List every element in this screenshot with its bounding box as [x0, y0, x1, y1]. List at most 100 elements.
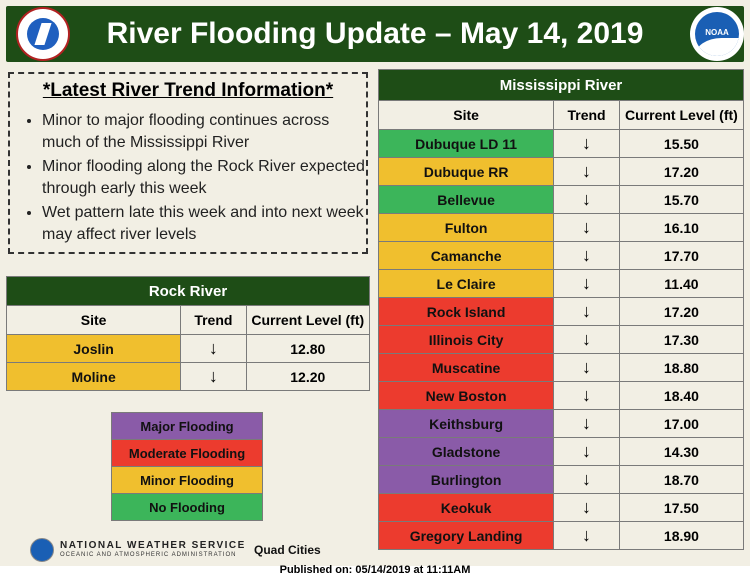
table-row: Keithsburg ↓ 17.00 — [377, 409, 745, 438]
site-name: New Boston — [377, 381, 555, 410]
current-level: 15.70 — [618, 185, 745, 214]
table-row: Moline ↓ 12.20 — [5, 362, 371, 391]
column-header-trend: Trend — [180, 305, 247, 335]
site-name: Keokuk — [377, 493, 555, 522]
mississippi-river-table: Mississippi River Site Trend Current Level … — [377, 69, 745, 550]
flood-legend: Major Flooding Moderate Flooding Minor Flo… — [111, 412, 263, 521]
trend-arrow-icon: ↓ — [553, 129, 620, 158]
table-header-row: Site Trend Current Level (ft) — [377, 100, 745, 130]
trend-arrow-icon: ↓ — [553, 493, 620, 522]
trend-bullet: Minor to major flooding continues across… — [42, 110, 366, 154]
table-row: Camanche ↓ 17.70 — [377, 241, 745, 270]
current-level: 17.70 — [618, 241, 745, 270]
current-level: 11.40 — [618, 269, 745, 298]
column-header-trend: Trend — [553, 100, 620, 130]
legend-item-none: No Flooding — [111, 493, 263, 521]
trend-info-box: *Latest River Trend Information* Minor t… — [8, 72, 368, 254]
current-level: 17.00 — [618, 409, 745, 438]
agency-name: NATIONAL WEATHER SERVICE — [60, 540, 246, 551]
trend-arrow-icon: ↓ — [553, 381, 620, 410]
current-level: 17.50 — [618, 493, 745, 522]
noaa-mini-logo-icon — [30, 538, 54, 562]
trend-arrow-icon: ↓ — [553, 465, 620, 494]
graphic-panel: River Flooding Update – May 14, 2019 NOA… — [0, 0, 750, 566]
site-name: Bellevue — [377, 185, 555, 214]
trend-arrow-icon: ↓ — [553, 269, 620, 298]
rock-river-table: Rock River Site Trend Current Level (ft) Jos… — [5, 276, 371, 391]
table-row: New Boston ↓ 18.40 — [377, 381, 745, 410]
table-row: Rock Island ↓ 17.20 — [377, 297, 745, 326]
legend-item-moderate: Moderate Flooding — [111, 439, 263, 467]
trend-arrow-icon: ↓ — [553, 297, 620, 326]
trend-arrow-icon: ↓ — [553, 409, 620, 438]
site-name: Rock Island — [377, 297, 555, 326]
trend-arrow-icon: ↓ — [553, 325, 620, 354]
current-level: 17.30 — [618, 325, 745, 354]
current-level: 16.10 — [618, 213, 745, 242]
table-header-row: Site Trend Current Level (ft) — [5, 305, 371, 335]
trend-arrow-icon: ↓ — [553, 521, 620, 550]
trend-bullet: Minor flooding along the Rock River expe… — [42, 156, 366, 200]
table-title: Mississippi River — [378, 69, 744, 101]
page-title: River Flooding Update – May 14, 2019 — [106, 17, 644, 50]
site-name: Fulton — [377, 213, 555, 242]
trend-arrow-icon: ↓ — [553, 437, 620, 466]
table-row: Dubuque LD 11 ↓ 15.50 — [377, 129, 745, 158]
trend-bullet: Wet pattern late this week and into next… — [42, 202, 366, 246]
table-row: Burlington ↓ 18.70 — [377, 465, 745, 494]
legend-item-minor: Minor Flooding — [111, 466, 263, 494]
table-row: Fulton ↓ 16.10 — [377, 213, 745, 242]
site-name: Gladstone — [377, 437, 555, 466]
site-name: Le Claire — [377, 269, 555, 298]
legend-row: Moderate Flooding — [111, 439, 263, 467]
column-header-site: Site — [377, 100, 555, 130]
site-name: Dubuque LD 11 — [377, 129, 555, 158]
site-name: Joslin — [5, 334, 182, 363]
site-name: Keithsburg — [377, 409, 555, 438]
agency-subtitle: OCEANIC AND ATMOSPHERIC ADMINISTRATION — [60, 552, 237, 558]
table-title-row: Mississippi River — [378, 69, 744, 101]
legend-row: No Flooding — [111, 493, 263, 521]
trend-arrow-icon: ↓ — [180, 362, 247, 391]
column-header-level: Current Level (ft) — [618, 100, 745, 130]
trend-arrow-icon: ↓ — [180, 334, 247, 363]
legend-row: Major Flooding — [111, 412, 263, 440]
current-level: 18.90 — [618, 521, 745, 550]
office-name: Quad Cities — [254, 543, 321, 557]
trend-arrow-icon: ↓ — [553, 241, 620, 270]
trend-arrow-icon: ↓ — [553, 157, 620, 186]
nws-logo-icon — [16, 7, 70, 61]
current-level: 12.80 — [245, 334, 371, 363]
trend-info-title: *Latest River Trend Information* — [42, 80, 334, 101]
site-name: Camanche — [377, 241, 555, 270]
table-title-row: Rock River — [6, 276, 370, 306]
site-name: Muscatine — [377, 353, 555, 382]
site-name: Burlington — [377, 465, 555, 494]
site-name: Illinois City — [377, 325, 555, 354]
header-banner: River Flooding Update – May 14, 2019 NOA… — [6, 6, 744, 62]
site-name: Dubuque RR — [377, 157, 555, 186]
published-timestamp: Published on: 05/14/2019 at 11:11AM — [279, 564, 471, 576]
legend-item-major: Major Flooding — [111, 412, 263, 440]
table-row: Joslin ↓ 12.80 — [5, 334, 371, 363]
current-level: 18.80 — [618, 353, 745, 382]
current-level: 18.40 — [618, 381, 745, 410]
current-level: 14.30 — [618, 437, 745, 466]
table-row: Gregory Landing ↓ 18.90 — [377, 521, 745, 550]
site-name: Moline — [5, 362, 182, 391]
table-row: Keokuk ↓ 17.50 — [377, 493, 745, 522]
current-level: 18.70 — [618, 465, 745, 494]
trend-info-list: Minor to major flooding continues across… — [10, 110, 366, 246]
table-row: Dubuque RR ↓ 17.20 — [377, 157, 745, 186]
column-header-site: Site — [5, 305, 182, 335]
trend-arrow-icon: ↓ — [553, 213, 620, 242]
column-header-level: Current Level (ft) — [245, 305, 371, 335]
trend-arrow-icon: ↓ — [553, 353, 620, 382]
table-row: Le Claire ↓ 11.40 — [377, 269, 745, 298]
table-title: Rock River — [6, 276, 370, 306]
noaa-logo-icon: NOAA — [690, 7, 744, 61]
current-level: 12.20 — [245, 362, 371, 391]
table-row: Bellevue ↓ 15.70 — [377, 185, 745, 214]
table-row: Illinois City ↓ 17.30 — [377, 325, 745, 354]
current-level: 15.50 — [618, 129, 745, 158]
